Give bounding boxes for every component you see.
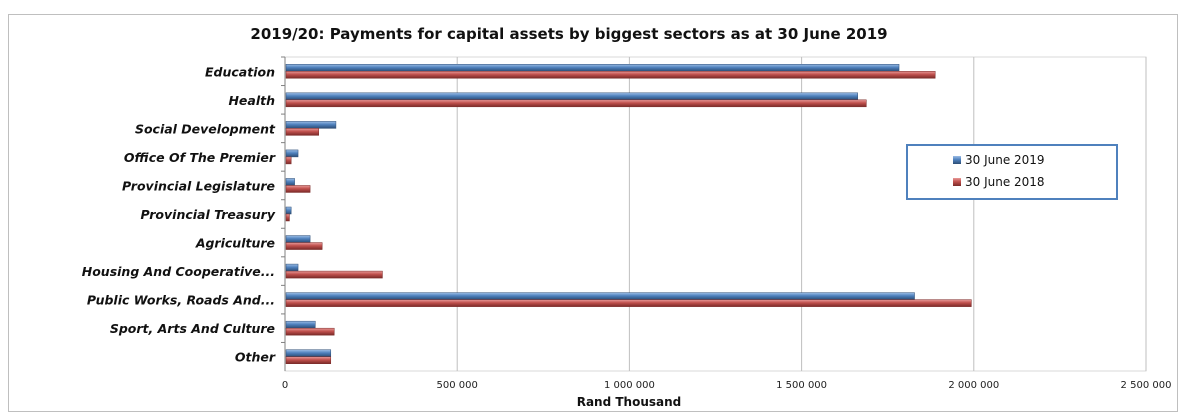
bar-series-2019 [286, 350, 331, 357]
bar-series-2019 [286, 93, 858, 100]
x-tick-label: 500 000 [437, 380, 478, 391]
bar-series-2018 [286, 100, 866, 107]
legend-label: 30 June 2019 [965, 153, 1045, 167]
legend-swatch [953, 156, 961, 164]
bar-series-2018 [286, 328, 334, 335]
legend-swatch [953, 178, 961, 186]
bar-series-2019 [286, 64, 899, 71]
bar-series-2018 [286, 271, 382, 278]
bar-series-2018 [286, 357, 331, 364]
x-tick-label: 1 500 000 [776, 380, 827, 391]
bar-series-2019 [286, 207, 291, 214]
bar-series-2019 [286, 178, 295, 185]
bar-series-2018 [286, 185, 310, 192]
chart-title: 2019/20: Payments for capital assets by … [250, 25, 887, 43]
category-label: Housing And Cooperative... [82, 264, 275, 279]
category-label: Provincial Legislature [122, 178, 275, 193]
category-label: Office Of The Premier [124, 150, 276, 165]
x-tick-label: 0 [282, 380, 288, 391]
bar-series-2018 [286, 243, 322, 250]
bar-series-2019 [286, 264, 298, 271]
category-label: Sport, Arts And Culture [110, 321, 275, 336]
x-axis-title: Rand Thousand [577, 395, 682, 409]
bar-series-2019 [286, 293, 915, 300]
bar-series-2018 [286, 214, 289, 221]
category-label: Other [235, 350, 276, 365]
bar-chart: 2019/20: Payments for capital assets by … [9, 15, 1177, 411]
bar-series-2018 [286, 128, 319, 135]
bar-series-2019 [286, 321, 315, 328]
category-label: Provincial Treasury [140, 207, 275, 222]
bar-series-2019 [286, 150, 298, 157]
bar-series-2018 [286, 157, 291, 164]
category-label: Health [228, 93, 275, 108]
legend-label: 30 June 2018 [965, 175, 1045, 189]
x-tick-label: 2 500 000 [1121, 380, 1172, 391]
category-label: Public Works, Roads And... [87, 293, 275, 308]
bar-series-2018 [286, 300, 971, 307]
bar-series-2019 [286, 121, 336, 128]
plot-area: 0 500 000 1 000 000 1 500 000 2 000 000 2 500… [82, 57, 1172, 391]
category-label: Social Development [135, 121, 276, 136]
bar-series-2018 [286, 71, 935, 78]
category-label: Agriculture [195, 236, 275, 251]
category-label: Education [205, 64, 275, 79]
x-tick-label: 2 000 000 [948, 380, 999, 391]
bar-series-2019 [286, 236, 310, 243]
x-tick-label: 1 000 000 [604, 380, 655, 391]
chart-frame: 2019/20: Payments for capital assets by … [8, 14, 1178, 412]
